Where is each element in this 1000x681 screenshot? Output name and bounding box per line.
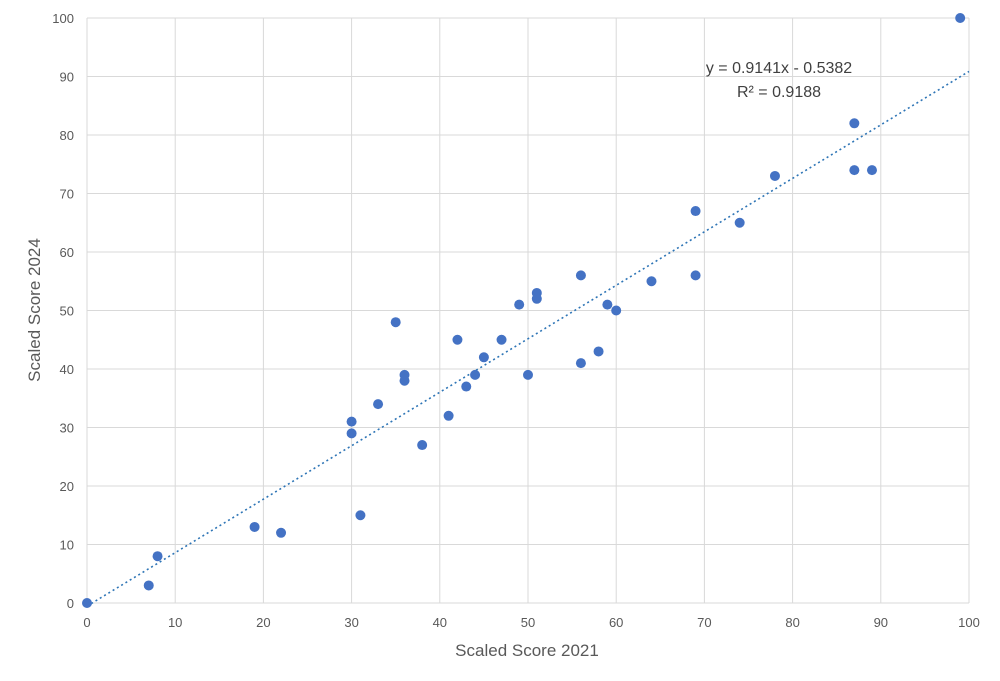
data-point: [152, 551, 163, 562]
data-point: [523, 369, 533, 380]
data-point: [143, 580, 154, 591]
data-point: [575, 270, 586, 281]
data-point: [690, 206, 701, 217]
data-point: [478, 352, 489, 363]
x-tick-label: 80: [785, 615, 799, 630]
trendline: [86, 70, 970, 607]
x-tick-label: 10: [168, 615, 182, 630]
y-tick-label: 40: [60, 362, 74, 377]
grid: [86, 17, 970, 604]
data-point: [276, 527, 287, 538]
data-point: [514, 299, 525, 310]
y-tick-label: 50: [60, 304, 74, 319]
data-point: [249, 521, 260, 532]
data-point: [470, 369, 481, 380]
data-point: [346, 416, 357, 427]
x-tick-label: 100: [958, 615, 980, 630]
x-tick-label: 50: [521, 615, 535, 630]
y-tick-label: 10: [60, 538, 74, 553]
data-point: [866, 165, 877, 176]
y-tick-label: 0: [67, 596, 74, 611]
data-point: [646, 276, 657, 287]
y-tick-label: 60: [60, 245, 74, 260]
data-point: [575, 358, 586, 369]
data-point: [399, 375, 410, 386]
data-point: [443, 410, 454, 421]
data-point: [593, 346, 604, 357]
y-tick-label: 100: [52, 11, 74, 26]
data-point: [769, 170, 780, 181]
trendline-r-squared: R² = 0.9188: [737, 84, 821, 101]
data-point: [602, 299, 613, 310]
x-tick-label: 30: [344, 615, 358, 630]
data-point: [849, 118, 860, 129]
data-point: [849, 165, 860, 176]
y-axis-ticks: 0 10 20 30 40 50 60 70 80 90 100: [52, 11, 74, 611]
data-points: [82, 13, 966, 608]
data-point: [452, 334, 463, 345]
x-tick-label: 70: [697, 615, 711, 630]
y-tick-label: 70: [60, 187, 74, 202]
y-tick-label: 20: [60, 479, 74, 494]
y-tick-label: 30: [60, 421, 74, 436]
x-tick-label: 20: [256, 615, 270, 630]
x-axis-ticks: 0 10 20 30 40 50 60 70 80 90 100: [83, 615, 979, 630]
data-point: [690, 270, 701, 281]
data-point: [734, 217, 745, 228]
data-point: [82, 598, 92, 608]
y-axis-title: Scaled Score 2024: [25, 238, 44, 382]
x-tick-label: 0: [83, 615, 90, 630]
x-tick-label: 60: [609, 615, 623, 630]
data-point: [496, 334, 507, 345]
y-tick-label: 90: [60, 70, 74, 85]
x-tick-label: 40: [433, 615, 447, 630]
data-point: [955, 13, 966, 23]
x-axis-title: Scaled Score 2021: [455, 641, 599, 660]
data-point: [373, 399, 384, 410]
data-point: [355, 510, 366, 521]
data-point: [611, 305, 622, 316]
trendline-equation: y = 0.9141x - 0.5382: [706, 60, 852, 77]
data-point: [531, 293, 542, 304]
data-point: [346, 428, 357, 439]
data-point: [390, 317, 401, 328]
x-tick-label: 90: [874, 615, 888, 630]
y-tick-label: 80: [60, 128, 74, 143]
data-point: [417, 440, 428, 451]
data-point: [461, 381, 472, 392]
